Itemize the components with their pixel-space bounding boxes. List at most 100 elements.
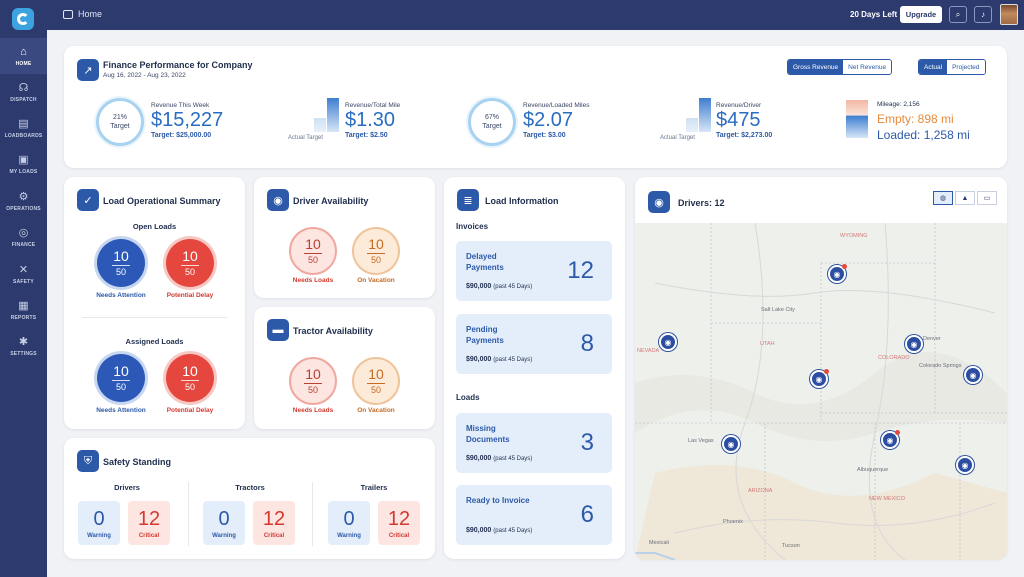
driver-marker[interactable]: ◉: [905, 335, 923, 353]
map-label: WYOMING: [840, 233, 868, 239]
open-needs-attention-circle[interactable]: 10 50: [97, 239, 145, 287]
finance-performance-card: ↗ Finance Performance for Company Aug 16…: [64, 46, 1007, 168]
amount-value: $90,000: [466, 527, 492, 534]
metric-value: $2.07: [523, 109, 574, 131]
upgrade-button[interactable]: Upgrade: [900, 6, 942, 23]
drivers-critical-box[interactable]: 12 Critical: [128, 501, 170, 545]
circle-value: 10: [182, 248, 198, 264]
terrain-icon: ▲: [961, 194, 969, 202]
metric-value: $475: [716, 109, 761, 131]
driver-availability-card: ◉ Driver Availability 10 50 10 50 Needs Lo…: [254, 177, 435, 298]
satellite-view-button[interactable]: ▭: [977, 191, 997, 205]
amount-period: (past 45 Days): [493, 456, 533, 462]
ready-to-invoice-row[interactable]: Ready to Invoice $90,000 (past 45 Days) …: [456, 485, 612, 545]
map-label: COLORADO: [878, 355, 910, 361]
revenue-mile-bars: [314, 98, 339, 132]
driver-marker[interactable]: ◉: [810, 369, 829, 388]
terrain-view-button[interactable]: ▲: [955, 191, 975, 205]
needs-loads-label: Needs Loads: [292, 277, 334, 284]
amount-period: (past 45 Days): [493, 528, 533, 534]
drivers-map[interactable]: WYOMING Salt Lake City UTAH NEVADA COLOR…: [635, 223, 1007, 560]
projected-tab[interactable]: Projected: [947, 60, 985, 74]
sidebar-item-finance[interactable]: ◎ Finance: [0, 219, 47, 255]
drivers-warning-box[interactable]: 0 Warning: [78, 501, 120, 545]
safety-group-title: Trailers: [360, 483, 388, 492]
driver-needs-loads-circle[interactable]: 10 50: [289, 227, 337, 275]
user-avatar[interactable]: [1000, 4, 1018, 25]
drivers-map-card: ◉ Drivers: 12 ◍ ▲ ▭: [635, 177, 1007, 560]
circle-value: 10: [305, 366, 321, 382]
safety-group-title: Tractors: [235, 483, 265, 492]
loadboard-icon: ▤: [18, 117, 29, 130]
mileage-empty: Empty: 898 mi: [877, 112, 954, 126]
sidebar-item-safety[interactable]: ✕ Safety: [0, 256, 47, 292]
actual-bar: [686, 118, 698, 132]
map-label: NEW MEXICO: [869, 496, 906, 502]
net-revenue-tab[interactable]: Net Revenue: [843, 60, 892, 74]
sidebar-item-reports[interactable]: ▦ Reports: [0, 292, 47, 328]
pending-payments-row[interactable]: Pending Payments $90,000 (past 45 Days) …: [456, 314, 612, 374]
missing-documents-row[interactable]: Missing Documents $90,000 (past 45 Days)…: [456, 413, 612, 473]
sidebar-item-operations[interactable]: ⚙ Operations: [0, 183, 47, 219]
sidebar-item-my-loads[interactable]: ▣ My Loads: [0, 146, 47, 182]
sidebar-item-loadboards[interactable]: ▤ Loadboards: [0, 110, 47, 146]
app-logo[interactable]: [12, 8, 34, 30]
breadcrumb[interactable]: Home: [63, 9, 102, 19]
tractors-warning-box[interactable]: 0 Warning: [203, 501, 245, 545]
notifications-button[interactable]: ♪: [974, 6, 992, 23]
driver-marker[interactable]: ◉: [659, 333, 677, 351]
trailers-warning-box[interactable]: 0 Warning: [328, 501, 370, 545]
sidebar-item-home[interactable]: ⌂ Home: [0, 38, 47, 74]
warning-label: Warning: [87, 532, 111, 539]
mileage-stacked-bar: [846, 100, 868, 138]
circle-value: 10: [182, 363, 198, 379]
sidebar-item-settings[interactable]: ✱ Settings: [0, 328, 47, 364]
search-icon: ⌕: [955, 9, 961, 19]
needs-attention-label: Needs Attention: [96, 292, 146, 299]
divider: [312, 482, 313, 546]
warning-count: 0: [343, 507, 355, 530]
globe-view-button[interactable]: ◍: [933, 191, 953, 205]
screen-icon: ▭: [983, 195, 991, 202]
critical-count: 12: [137, 507, 161, 530]
warning-label: Warning: [212, 532, 236, 539]
revenue-type-toggle: Gross Revenue Net Revenue: [787, 59, 893, 75]
assigned-needs-attention-circle[interactable]: 10 50: [97, 354, 145, 402]
load-operational-summary-card: ✓ Load Operational Summary Open Loads 10…: [64, 177, 245, 429]
headset-icon: ☊: [18, 81, 29, 94]
tractor-needs-loads-circle[interactable]: 10 50: [289, 357, 337, 405]
safety-standing-card: ⛨ Safety Standing Drivers 0 Warning 12 Cri…: [64, 438, 435, 559]
revenue-driver-metric: Revenue/Driver $475 Target: $2,273.00: [716, 102, 772, 139]
trailers-critical-box[interactable]: 12 Critical: [378, 501, 420, 545]
metric-label: Revenue This Week: [151, 102, 210, 109]
driver-on-vacation-circle[interactable]: 10 50: [352, 227, 400, 275]
sidebar-item-label: Operations: [6, 205, 41, 212]
open-potential-delay-circle[interactable]: 10 50: [166, 239, 214, 287]
tractor-on-vacation-circle[interactable]: 10 50: [352, 357, 400, 405]
amount-value: $90,000: [466, 283, 492, 290]
driver-marker[interactable]: ◉: [881, 430, 900, 449]
driver-marker[interactable]: ◉: [828, 264, 847, 283]
gross-revenue-tab[interactable]: Gross Revenue: [788, 60, 844, 74]
bell-icon: ♪: [981, 10, 985, 19]
actual-tab[interactable]: Actual: [919, 60, 948, 74]
driver-marker[interactable]: ◉: [964, 366, 982, 384]
driver-marker[interactable]: ◉: [722, 435, 740, 453]
map-label: Las Vegas: [688, 438, 714, 444]
tractors-critical-box[interactable]: 12 Critical: [253, 501, 295, 545]
map-label: Denver: [923, 336, 941, 342]
metric-value: $1.30: [345, 109, 396, 131]
driver-marker[interactable]: ◉: [956, 456, 974, 474]
amount-value: $90,000: [466, 356, 492, 363]
circle-value: 10: [113, 248, 129, 264]
circle-total: 50: [370, 255, 381, 265]
search-button[interactable]: ⌕: [949, 6, 967, 23]
assigned-potential-delay-circle[interactable]: 10 50: [166, 354, 214, 402]
sidebar: ⌂ Home ☊ Dispatch ▤ Loadboards ▣ My Load…: [0, 0, 47, 577]
sidebar-item-dispatch[interactable]: ☊ Dispatch: [0, 74, 47, 110]
finance-title: Finance Performance for Company: [103, 60, 253, 70]
loads-heading: Loads: [456, 393, 480, 402]
delayed-payments-row[interactable]: Delayed Payments $90,000 (past 45 Days) …: [456, 241, 612, 301]
revenue-week-ring: 21% Target: [96, 98, 144, 146]
card-title: Drivers: 12: [678, 198, 725, 208]
